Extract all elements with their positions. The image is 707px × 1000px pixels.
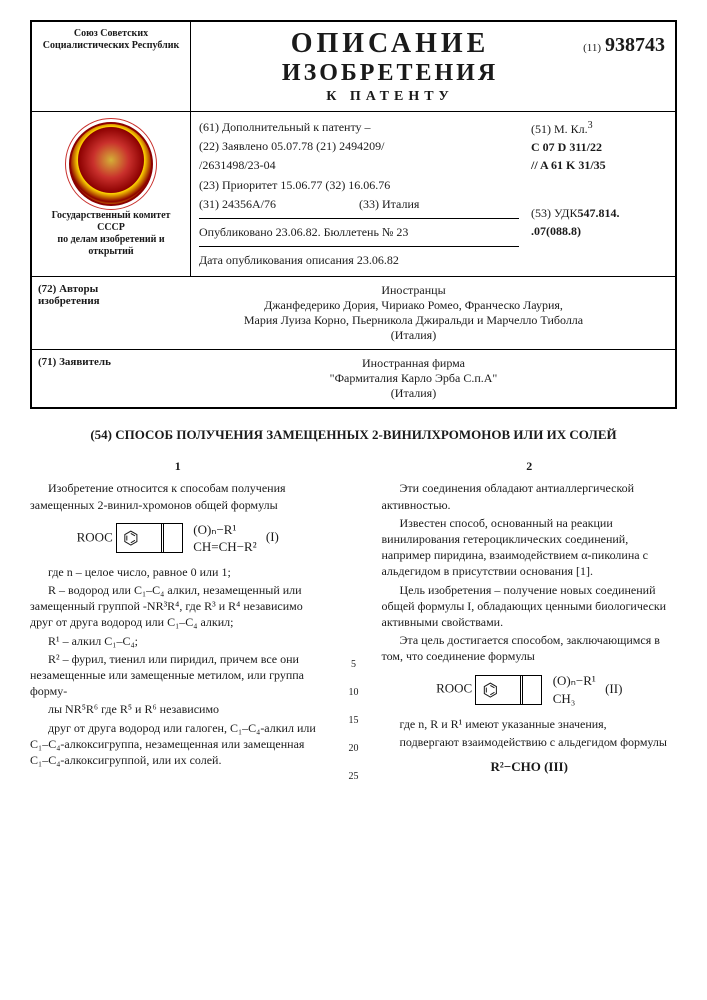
f2-s1: (O)ₙ−R¹ [553, 673, 596, 688]
body-columns: 1 Изобретение относится к способам получ… [30, 458, 677, 783]
firm-name: "Фармиталия Карло Эрба С.п.А" (Италия) [158, 371, 669, 401]
header-title-row: Союз Советских Социалистических Республи… [32, 22, 675, 112]
patent-page: Союз Советских Социалистических Республи… [0, 0, 707, 803]
c2-p4: Эта цель достигается способом, заключающ… [382, 632, 678, 664]
field-31: (31) 24356A/76 [199, 195, 359, 214]
biblio-center: (61) Дополнительный к патенту – (22) Зая… [191, 112, 527, 276]
f1-rooc: ROOC [77, 529, 113, 544]
f2-s2: CH₃ [553, 691, 576, 706]
authors-block: Иностранцы Джанфедерико Дория, Чириако Р… [158, 283, 669, 343]
formula-III: R²−CHO (III) [382, 758, 678, 776]
committee-2: СССР [36, 222, 186, 234]
formula-II: ROOC (O)ₙ−R¹ CH₃ (II) [382, 672, 678, 707]
c1-p5: R² – фурил, тиенил или пиридил, причем в… [30, 651, 326, 700]
foreigners-label: Иностранцы [158, 283, 669, 298]
c1-p2: где n – целое число, равное 0 или 1; [30, 564, 326, 580]
committee-3: по делам изобретений и открытий [36, 234, 186, 258]
f1-num: (I) [266, 529, 279, 544]
ln-15: 15 [346, 714, 362, 728]
ln-25: 25 [346, 770, 362, 784]
f1-s1: (O)ₙ−R¹ [193, 522, 236, 537]
title-izobreteniya: ИЗОБРЕТЕНИЯ [199, 60, 581, 87]
c1-p7: друг от друга водород или галоген, C₁–C₄… [30, 720, 326, 769]
c2-p5: где n, R и R¹ имеют указанные значения, [382, 716, 678, 732]
country-cell: Союз Советских Социалистических Республи… [32, 22, 191, 111]
title-kpatent: К ПАТЕНТУ [199, 89, 581, 105]
applicant-block: Иностранная фирма "Фармиталия Карло Эрба… [158, 356, 669, 401]
f2-rooc: ROOC [436, 681, 472, 696]
authors-row: (72) Авторы изобретения Иностранцы Джанф… [32, 276, 675, 349]
pubnum-prefix: (11) [583, 42, 601, 54]
field-51-b: // A 61 K 31/35 [531, 156, 671, 174]
applicant-row: (71) Заявитель Иностранная фирма "Фармит… [32, 349, 675, 407]
field-33: (33) Италия [359, 195, 519, 214]
pubnum: 938743 [605, 34, 665, 56]
c1-p6: лы NR⁵R⁶ где R⁵ и R⁶ независимо [30, 701, 326, 717]
c2-p2: Известен способ, основанный на реакции в… [382, 515, 678, 580]
field-22-21: (22) Заявлено 05.07.78 (21) 2494209/ /26… [199, 137, 519, 175]
emblem-cell: Государственный комитет СССР по делам из… [32, 112, 191, 276]
formula-I: ROOC (O)ₙ−R¹ CH=CH−R² (I) [30, 521, 326, 556]
invention-title: (54) СПОСОБ ПОЛУЧЕНИЯ ЗАМЕЩЕННЫХ 2-ВИНИЛ… [30, 427, 677, 444]
chromone-ring-icon [116, 523, 164, 553]
f1-s2: CH=CH−R² [193, 539, 256, 554]
c2-p6: подвергают взаимодействию с альдегидом ф… [382, 734, 678, 750]
field-51-sup: 3 [588, 120, 593, 131]
header-box: Союз Советских Социалистических Республи… [30, 20, 677, 409]
country-name: Союз Советских Социалистических Республи… [36, 28, 186, 52]
column-1: 1 Изобретение относится к способам получ… [30, 458, 326, 783]
field-61: (61) Дополнительный к патенту – [199, 118, 519, 137]
column-2: 2 Эти соединения обладают антиаллергичес… [382, 458, 678, 783]
field-23-32: (23) Приоритет 15.06.77 (32) 16.06.76 [199, 176, 519, 195]
field-51-label: (51) М. Кл. [531, 122, 588, 136]
c1-p4: R¹ – алкил C₁–C₄; [30, 633, 326, 649]
ln-20: 20 [346, 742, 362, 756]
c2-p1: Эти соединения обладают антиаллергическо… [382, 480, 678, 512]
pub-line: Опубликовано 23.06.82. Бюллетень № 23 [199, 218, 519, 242]
label-72: (72) Авторы изобретения [38, 283, 158, 343]
committee-1: Государственный комитет [36, 210, 186, 222]
pubdesc-line: Дата опубликования описания 23.06.82 [199, 246, 519, 270]
c1-p3: R – водород или C₁–C₄ алкил, незамещенны… [30, 582, 326, 631]
label-71: (71) Заявитель [38, 356, 158, 401]
c2-p3: Цель изобретения – получение новых соеди… [382, 582, 678, 631]
ln-5: 5 [346, 658, 362, 672]
firm-label: Иностранная фирма [158, 356, 669, 371]
pubnum-cell: (11) 938743 [581, 28, 667, 105]
chromone-ring-icon-2 [475, 675, 523, 705]
title-opisanie: ОПИСАНИЕ [199, 28, 581, 60]
col1-num: 1 [30, 458, 326, 474]
line-number-gutter: 5 10 15 20 25 [346, 458, 362, 783]
field-51-a: C 07 D 311/22 [531, 138, 671, 156]
c1-p1: Изобретение относится к способам получен… [30, 480, 326, 512]
biblio-row: Государственный комитет СССР по делам из… [32, 112, 675, 276]
ussr-emblem-icon [69, 122, 153, 206]
ln-10: 10 [346, 686, 362, 700]
f2-num: (II) [605, 681, 622, 696]
col2-num: 2 [382, 458, 678, 474]
author-names: Джанфедерико Дория, Чириако Ромео, Франч… [158, 298, 669, 343]
field-53-label: (53) УДК [531, 206, 577, 220]
biblio-right: (51) М. Кл.3 C 07 D 311/22 // A 61 K 31/… [527, 112, 675, 276]
title-area: ОПИСАНИЕ ИЗОБРЕТЕНИЯ К ПАТЕНТУ (11) 9387… [191, 22, 675, 111]
